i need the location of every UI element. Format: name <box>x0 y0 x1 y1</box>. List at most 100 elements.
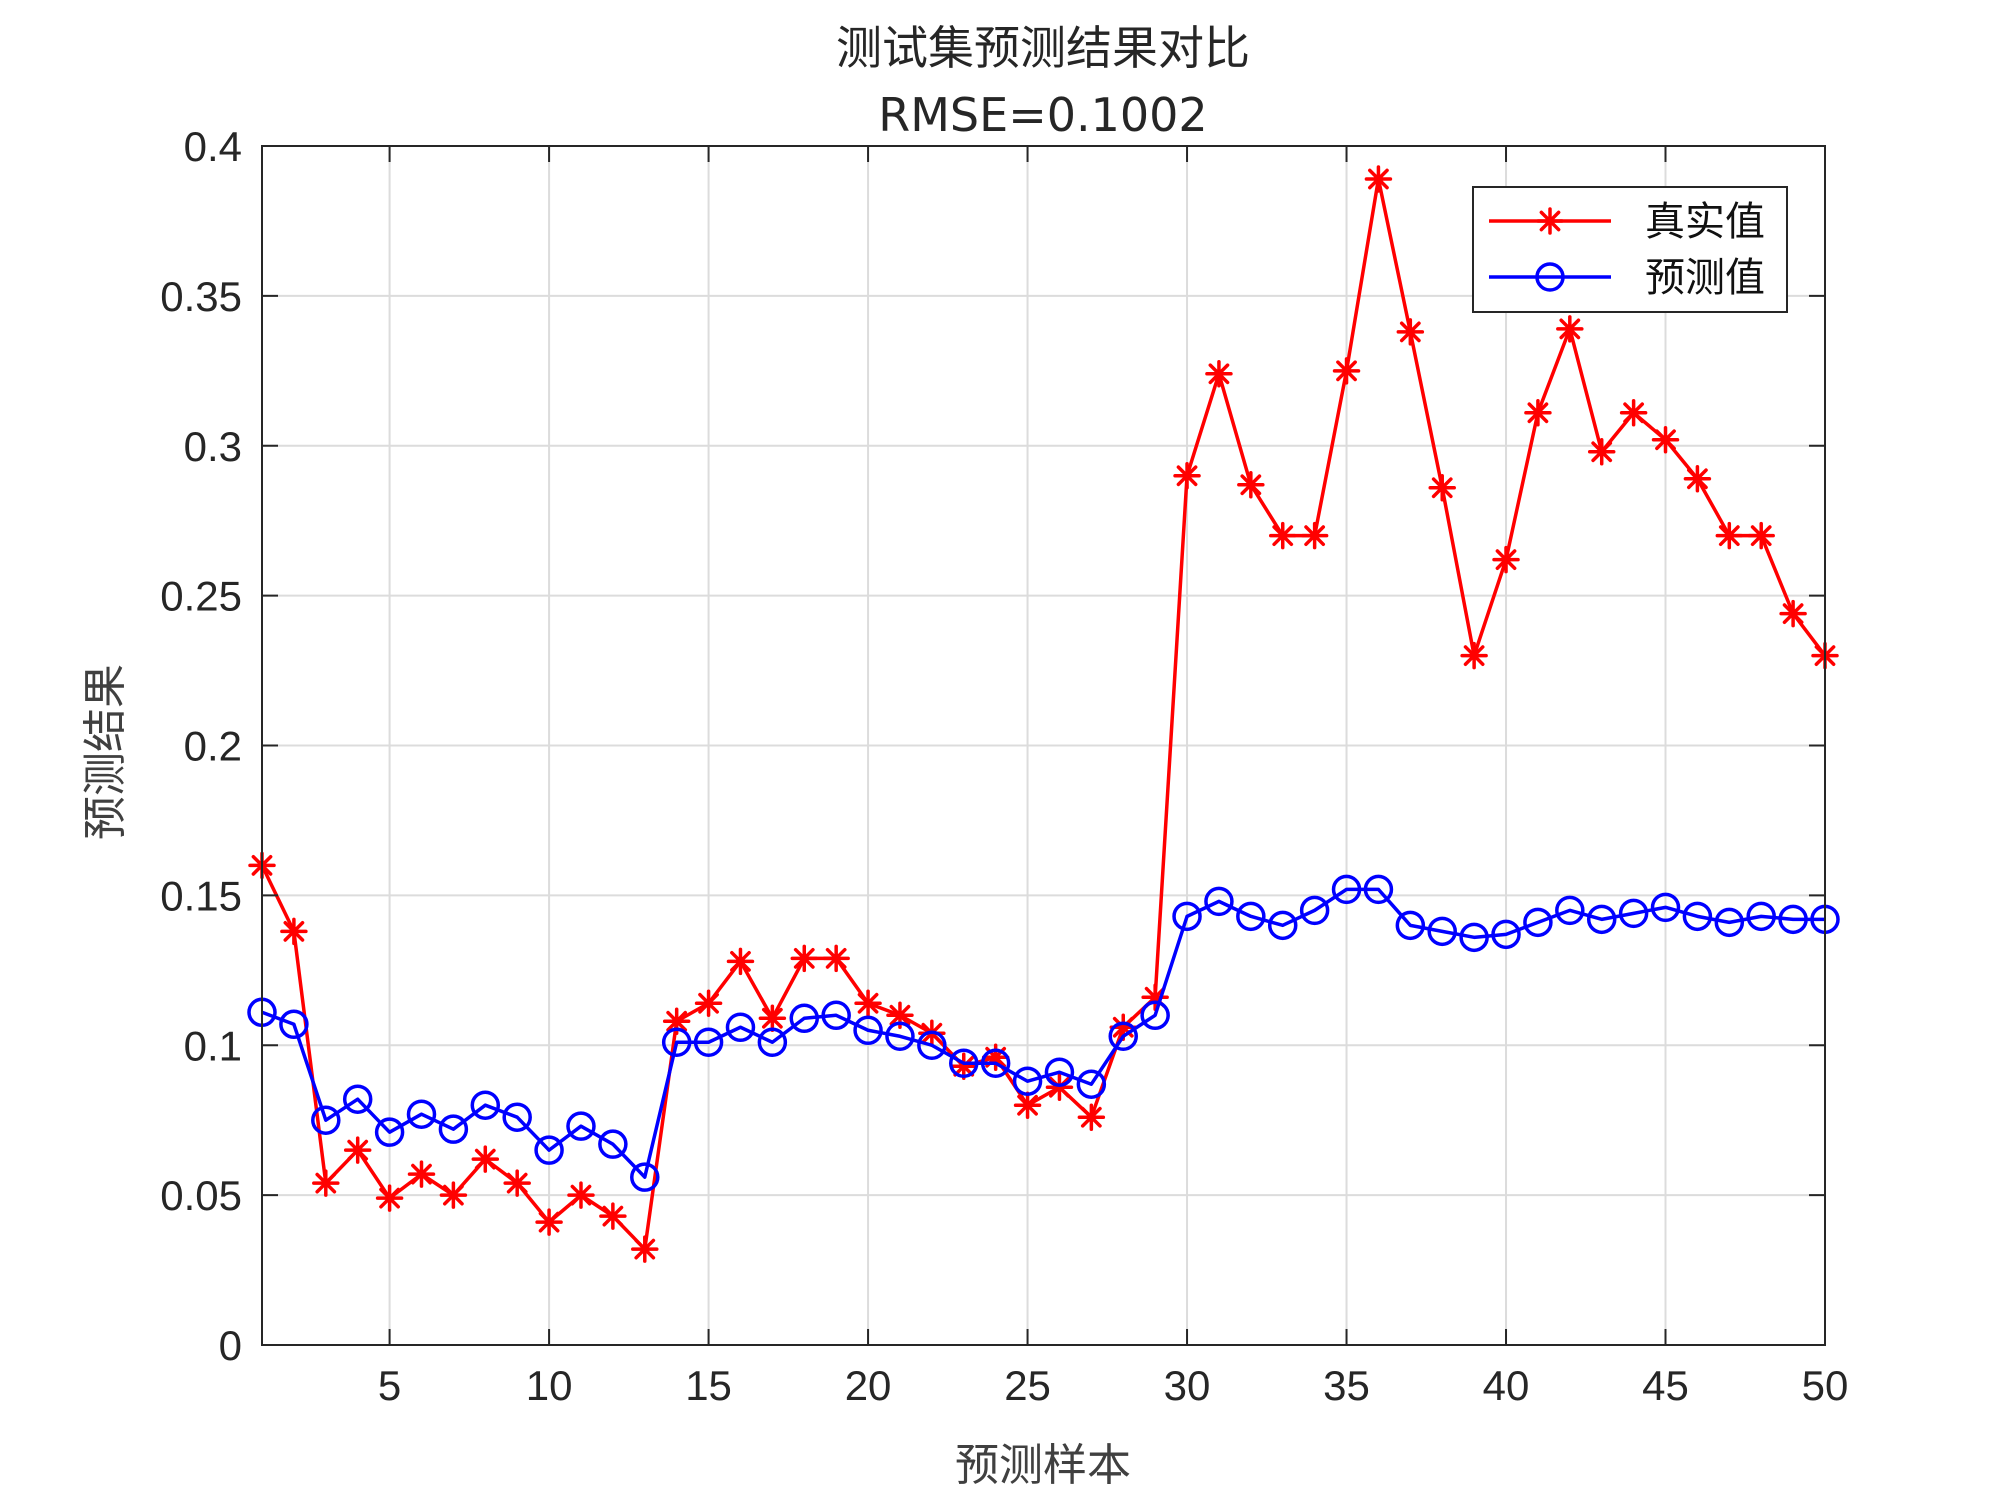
series-2-point <box>374 1117 405 1147</box>
series-1-point <box>1300 521 1329 550</box>
series-2-point <box>566 1111 596 1141</box>
x-tick-label: 20 <box>845 1362 892 1409</box>
series-1-point <box>503 1169 531 1197</box>
series-2-point <box>534 1135 564 1165</box>
series-2-point <box>1714 907 1745 938</box>
series-2-point <box>853 1015 883 1046</box>
chart-title: 测试集预测结果对比 <box>836 21 1250 75</box>
series-2-point <box>1746 901 1776 932</box>
y-tick-label: 0.35 <box>160 273 242 320</box>
series-1-point <box>1077 1103 1106 1131</box>
series-1-point <box>1524 399 1552 427</box>
series-1-point <box>1556 315 1584 343</box>
series-2-point <box>1491 919 1521 950</box>
series-1-point <box>694 989 723 1018</box>
series-2-point <box>949 1048 979 1078</box>
x-tick-label: 10 <box>526 1362 573 1409</box>
legend-label: 真实值 <box>1645 199 1765 245</box>
series-1-point <box>1332 357 1361 385</box>
series-2-point <box>1586 904 1617 935</box>
series-2-line <box>261 887 1825 1179</box>
series-1-point <box>1428 473 1456 502</box>
series-1-point <box>1109 1013 1137 1042</box>
legend-marker <box>1535 262 1565 292</box>
series-1-point <box>790 944 819 973</box>
x-tick-label: 35 <box>1323 1362 1370 1409</box>
series-2-point <box>917 1030 947 1060</box>
series-2-point <box>725 1012 756 1043</box>
series-1-point <box>1173 461 1201 490</box>
series-1-point <box>1587 437 1616 466</box>
series-2-point <box>598 1129 628 1159</box>
series-1-point <box>312 1169 340 1197</box>
series-1-point <box>1715 521 1744 550</box>
series-1-point <box>1492 545 1520 574</box>
series-2-point <box>1172 901 1202 932</box>
series-2-point <box>1555 895 1585 926</box>
series-1-point <box>726 947 755 976</box>
series-1-point <box>535 1208 563 1236</box>
series-2-point <box>789 1003 820 1034</box>
series-2-point <box>342 1084 373 1114</box>
series-1-point <box>1205 360 1233 388</box>
series-2-point <box>1650 892 1681 923</box>
series-1-point <box>1779 599 1807 628</box>
y-axis-label: 预测结果 <box>80 664 131 840</box>
series-2-point <box>438 1114 469 1144</box>
series-2-point <box>1236 901 1266 932</box>
series-1-point <box>1619 399 1648 427</box>
series-1-point <box>439 1181 468 1209</box>
series-1-point <box>631 1235 659 1263</box>
series-1-point <box>1747 521 1775 550</box>
y-tick-label: 0 <box>219 1322 242 1369</box>
legend-item: 预测值 <box>1489 255 1765 301</box>
series-1-point <box>1364 165 1393 193</box>
series-2-point <box>693 1027 724 1058</box>
series-1-point <box>1396 318 1425 346</box>
series-1-point <box>1045 1073 1074 1101</box>
series-2-point <box>1682 901 1713 932</box>
y-tick-label: 0.05 <box>160 1172 242 1219</box>
series-2-point <box>757 1027 788 1058</box>
series-layer <box>247 165 1840 1263</box>
series-1-point <box>471 1145 500 1173</box>
series-2-point <box>1044 1057 1075 1087</box>
series-1-point <box>981 1043 1010 1071</box>
series-1-point <box>599 1202 627 1230</box>
y-tick-label: 0.3 <box>184 423 242 470</box>
series-2-point <box>1076 1069 1107 1099</box>
x-tick-label: 30 <box>1164 1362 1211 1409</box>
series-2-point <box>470 1090 501 1120</box>
series-2-point <box>1108 1021 1138 1052</box>
series-1-point <box>854 989 882 1018</box>
y-tick-label: 0.4 <box>184 123 242 170</box>
series-2-point <box>630 1162 660 1192</box>
series-1-point <box>1268 521 1297 550</box>
series-2 <box>247 874 1840 1192</box>
x-tick-label: 5 <box>378 1362 401 1409</box>
series-1-point <box>1460 641 1488 670</box>
series-1-point <box>1651 426 1680 454</box>
series-2-point <box>1427 916 1457 947</box>
series-2-point <box>1395 910 1426 941</box>
series-1-point <box>343 1136 372 1164</box>
legend-box <box>1472 186 1788 313</box>
series-1-point <box>280 917 308 946</box>
x-tick-label: 25 <box>1004 1362 1051 1409</box>
series-2-point <box>885 1021 915 1052</box>
series-2-point <box>1012 1066 1043 1096</box>
ticks: 0 0.05 0.1 0.15 0.2 0.25 0.3 0.35 0.4 5 10 15 20 25 30… <box>160 123 1848 1409</box>
series-2-point <box>1267 910 1298 941</box>
series-2-point <box>1523 907 1553 938</box>
y-tick-label: 0.25 <box>160 573 242 620</box>
x-tick-label: 40 <box>1483 1362 1530 1409</box>
series-1-point <box>822 944 850 973</box>
x-tick-label: 15 <box>685 1362 732 1409</box>
x-tick-label: 45 <box>1642 1362 1689 1409</box>
series-2-point <box>1618 898 1649 929</box>
y-tick-label: 0.15 <box>160 872 242 919</box>
series-1-point <box>886 1001 914 1030</box>
legend-marker <box>1536 207 1564 235</box>
